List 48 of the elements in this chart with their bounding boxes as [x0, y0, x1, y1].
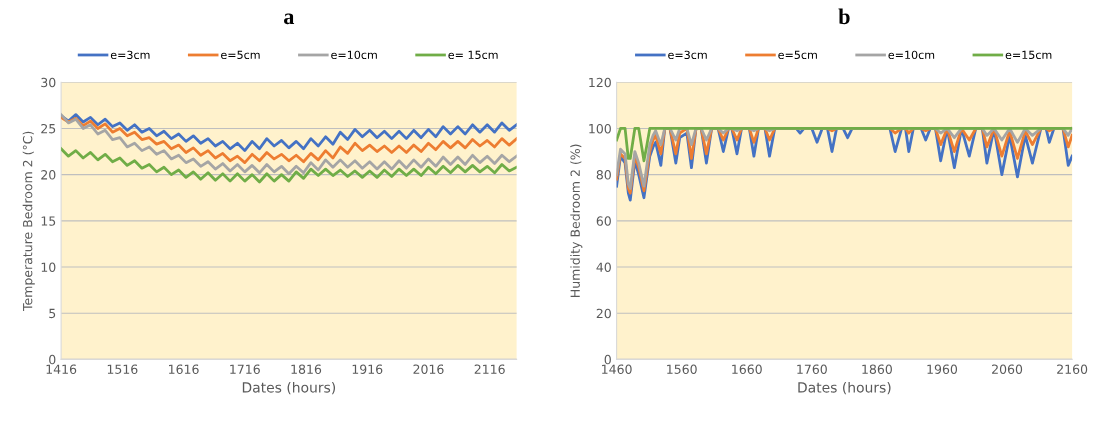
x-tick-label: 1860: [862, 364, 892, 374]
x-tick-label: 2160: [1057, 364, 1088, 374]
legend-label: e=10cm: [331, 50, 377, 60]
x-tick-label: 1460: [602, 364, 632, 374]
legend-label: e= 15cm: [448, 50, 498, 60]
legend-label: e=5cm: [778, 50, 817, 60]
line-series: [61, 147, 517, 184]
y-tick-label: 20: [596, 308, 611, 319]
x-axis-title: Dates (hours): [242, 381, 336, 395]
legend-label: e=3cm: [110, 50, 150, 60]
y-tick-label: 0: [604, 354, 611, 365]
y-axis-title: Humidity Bedroom 2 (%): [570, 144, 583, 297]
y-tick-label: 60: [596, 216, 611, 226]
x-tick-label: 2016: [413, 364, 444, 374]
y-tick-label: 15: [41, 216, 56, 226]
y-tick-label: 120: [589, 77, 611, 88]
y-tick-label: 40: [596, 262, 611, 272]
x-tick-label: 1716: [230, 364, 260, 374]
x-tick-label: 1816: [291, 364, 322, 374]
y-tick-label: 10: [41, 262, 56, 272]
chart-title: b: [838, 8, 850, 25]
x-tick-label: 1516: [107, 364, 138, 374]
x-tick-label: 1660: [732, 364, 762, 374]
chart-title: a: [284, 13, 295, 25]
x-tick-label: 2116: [474, 364, 505, 374]
y-axis-title: Temperature Bedroom 2 (°C): [22, 131, 35, 312]
x-tick-label: 1616: [169, 364, 199, 374]
y-tick-label: 5: [49, 308, 56, 319]
x-tick-label: 1916: [352, 364, 383, 374]
x-tick-label: 2060: [992, 364, 1023, 374]
y-tick-label: 0: [49, 354, 56, 365]
y-tick-label: 100: [589, 123, 611, 134]
x-tick-label: 1760: [797, 364, 827, 374]
y-tick-label: 25: [41, 123, 56, 134]
legend-label: e=15cm: [1005, 50, 1052, 60]
y-tick-label: 20: [41, 170, 56, 180]
legend-label: e=10cm: [888, 50, 935, 60]
y-tick-label: 80: [596, 170, 611, 180]
y-tick-label: 30: [41, 77, 56, 88]
line-series: [61, 115, 517, 165]
x-tick-label: 1416: [46, 364, 77, 374]
x-tick-label: 1560: [667, 364, 697, 374]
x-tick-label: 1960: [927, 364, 958, 374]
line-series: [61, 113, 517, 176]
legend-label: e=5cm: [221, 50, 260, 60]
legend-label: e=3cm: [668, 50, 707, 60]
x-axis-title: Dates (hours): [798, 381, 891, 395]
line-series: [616, 127, 1073, 163]
